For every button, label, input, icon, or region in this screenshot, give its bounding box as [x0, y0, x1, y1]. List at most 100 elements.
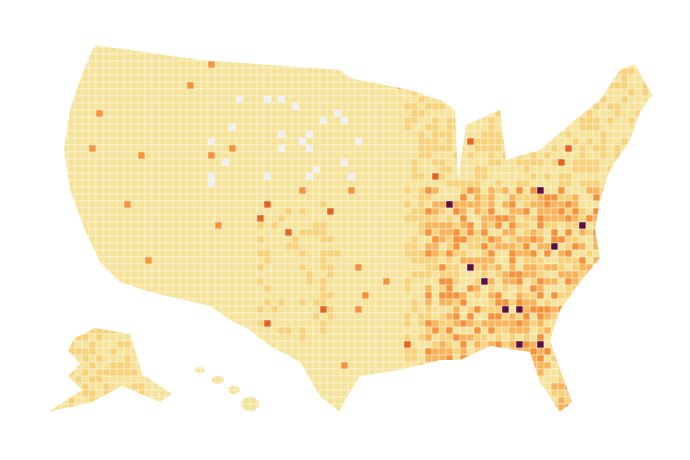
county-fill	[543, 326, 552, 335]
county-fill	[571, 326, 580, 335]
county-fill	[165, 116, 174, 125]
county-fill	[571, 312, 580, 321]
county-fill	[88, 144, 97, 153]
county-fill	[284, 53, 293, 62]
county-fill	[396, 361, 405, 370]
county-fill	[585, 368, 594, 377]
county-fill	[593, 418, 600, 425]
county-fill	[74, 144, 83, 153]
county-fill	[543, 221, 552, 230]
county-fill	[445, 326, 454, 335]
county-fill	[634, 95, 643, 104]
county-fill	[109, 45, 118, 48]
county-fill	[487, 81, 496, 90]
county-fill	[179, 67, 188, 76]
county-fill	[571, 172, 580, 181]
county-fill	[501, 53, 510, 62]
county-fill	[487, 221, 496, 230]
county-fill	[403, 298, 412, 307]
county-fill	[354, 144, 363, 153]
county-fill	[151, 74, 160, 83]
county-fill	[312, 228, 321, 237]
county-fill	[263, 46, 272, 55]
county-fill	[158, 53, 167, 62]
county-fill	[249, 249, 258, 258]
county-fill	[543, 347, 552, 356]
county-fill	[152, 418, 159, 425]
county-fill	[487, 200, 496, 209]
county-fill	[459, 95, 468, 104]
county-fill	[494, 172, 503, 181]
county-fill	[130, 151, 139, 160]
county-fill	[494, 410, 503, 412]
county-fill	[656, 348, 663, 355]
county-fill	[438, 46, 447, 55]
county-fill	[508, 158, 517, 167]
county-fill	[354, 263, 363, 272]
county-fill	[165, 81, 174, 90]
county-fill	[410, 375, 419, 384]
county-fill	[284, 158, 293, 167]
county-fill	[95, 151, 104, 160]
county-fill	[326, 284, 335, 293]
county-fill	[95, 340, 104, 349]
county-fill	[417, 312, 426, 321]
county-fill	[158, 221, 167, 230]
county-fill	[48, 326, 55, 335]
county-fill	[494, 45, 503, 48]
county-fill	[270, 389, 279, 398]
county-fill	[81, 284, 90, 293]
county-fill	[151, 81, 160, 90]
county-fill	[109, 88, 118, 97]
county-fill	[165, 67, 174, 76]
county-fill	[326, 179, 335, 188]
county-fill	[606, 123, 615, 132]
county-fill	[361, 74, 370, 83]
county-fill	[487, 109, 496, 118]
county-fill	[123, 158, 132, 167]
county-fill	[207, 116, 216, 125]
county-fill	[634, 144, 643, 153]
county-fill	[599, 46, 608, 55]
county-fill	[529, 235, 538, 244]
county-fill	[627, 277, 636, 286]
county-fill	[319, 137, 328, 146]
county-fill	[333, 46, 342, 55]
county-fill	[172, 151, 181, 160]
county-fill	[369, 418, 376, 425]
county-fill	[109, 389, 118, 398]
county-fill	[67, 109, 76, 118]
county-fill	[137, 221, 146, 230]
county-fill	[256, 291, 265, 300]
county-fill	[480, 368, 489, 377]
county-fill	[235, 249, 244, 258]
county-fill	[452, 242, 461, 251]
county-fill	[60, 88, 69, 97]
county-fill	[648, 95, 652, 104]
county-fill	[438, 207, 447, 216]
county-fill	[116, 193, 125, 202]
county-fill	[221, 249, 230, 258]
county-fill	[207, 123, 216, 132]
county-fill	[116, 137, 125, 146]
county-fill	[312, 305, 321, 314]
county-fill	[445, 242, 454, 251]
county-fill	[410, 81, 419, 90]
county-fill	[235, 284, 244, 293]
county-fill	[424, 396, 433, 405]
county-fill	[74, 53, 83, 62]
county-fill	[480, 81, 489, 90]
county-fill	[172, 221, 181, 230]
county-fill	[592, 368, 601, 377]
county-fill	[186, 389, 195, 398]
county-fill	[627, 319, 636, 328]
county-fill	[508, 256, 517, 265]
county-fill	[550, 354, 559, 363]
county-fill	[347, 256, 356, 265]
county-fill	[536, 130, 545, 139]
county-fill	[627, 389, 636, 398]
county-fill	[144, 200, 153, 209]
county-fill	[207, 396, 216, 405]
county-fill	[249, 340, 258, 349]
county-fill	[123, 144, 132, 153]
